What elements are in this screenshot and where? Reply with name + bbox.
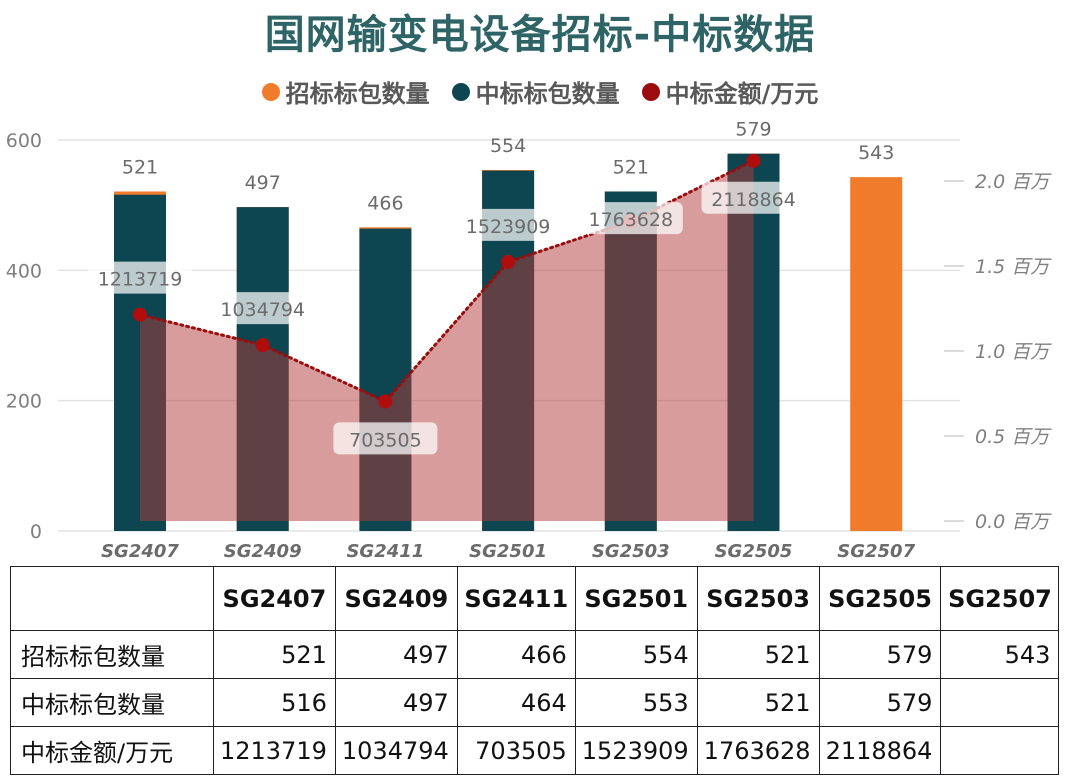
legend-dot-amount	[641, 82, 660, 101]
combo-chart: 0 200 400 600 0.0 百万 0.5 百万 1.0 百万 1.5 百万 2.0 百万…	[6, 119, 1053, 562]
table-cell: 521	[213, 630, 336, 679]
x-tick-label: SG2501	[469, 541, 547, 562]
table-cell: 497	[334, 678, 458, 727]
amount-data-label: 1523909	[466, 216, 551, 238]
amount-label-box	[578, 202, 683, 235]
table-row: 中标金额/万元 1213719 1034794 703505 1523909 1…	[10, 726, 1060, 775]
table-cell: 703505	[456, 726, 576, 775]
bar-data-label: 521	[122, 156, 158, 178]
table-row: 招标标包数量 521 497 466 554 521 579 543	[10, 630, 1060, 679]
bar-data-label: 543	[858, 142, 894, 164]
table-cell: 466	[456, 630, 576, 679]
legend-label-tender: 招标标包数量	[285, 80, 430, 108]
y-left-tick-label: 0	[30, 521, 42, 543]
amount-point	[501, 254, 516, 269]
amount-area	[140, 160, 754, 521]
y-right-tick-label: 1.0 百万	[975, 341, 1052, 363]
table-header-cell: SG2407	[213, 566, 336, 631]
table-cell: 2118864	[818, 726, 942, 775]
table-cell: 516	[213, 678, 336, 727]
table-header-cell: SG2409	[334, 566, 458, 631]
bar-tender	[850, 177, 903, 531]
x-tick-label: SG2505	[715, 541, 793, 562]
legend-item-awarded: 中标标包数量	[451, 74, 620, 109]
table-header-cell: SG2411	[456, 566, 576, 631]
table-header-corner	[10, 566, 214, 631]
x-tick-label: SG2507	[837, 541, 915, 562]
y-right-tick-label: 2.0 百万	[975, 171, 1052, 193]
x-tick-label: SG2409	[224, 541, 302, 562]
data-table: SG2407 SG2409 SG2411 SG2501 SG2503 SG250…	[10, 566, 1060, 775]
legend-item-amount: 中标金额/万元	[641, 74, 819, 109]
amount-label-box	[701, 181, 806, 214]
y-left-tick-label: 200	[6, 391, 42, 413]
amount-label-box	[88, 261, 192, 294]
table-cell: 553	[574, 678, 698, 727]
amount-point	[746, 153, 761, 168]
y-left-tick-label: 400	[6, 260, 42, 282]
x-tick-label: SG2407	[101, 541, 179, 562]
amount-label-box	[333, 422, 438, 455]
chart-title: 国网输变电设备招标-中标数据	[264, 12, 816, 58]
table-row-label: 中标标包数量	[10, 678, 214, 727]
amount-data-label: 2118864	[711, 189, 796, 211]
table-header-cell: SG2507	[940, 566, 1060, 631]
legend-dot-awarded	[451, 82, 470, 101]
table-cell: 543	[940, 630, 1060, 679]
table-cell: 464	[456, 678, 576, 727]
amount-label-box	[456, 208, 561, 241]
table-header-row: SG2407 SG2409 SG2411 SG2501 SG2503 SG250…	[10, 566, 1060, 631]
legend-item-tender: 招标标包数量	[261, 74, 430, 109]
bar-data-label: 497	[245, 172, 281, 194]
y-right-tick-label: 0.0 百万	[975, 511, 1052, 533]
table-cell: 579	[818, 678, 942, 727]
table-header-cell: SG2505	[818, 566, 942, 631]
table-cell: 521	[696, 678, 820, 727]
x-tick-label: SG2503	[592, 541, 670, 562]
table-cell: 1034794	[334, 726, 458, 775]
y-right-tick-label: 1.5 百万	[975, 256, 1052, 278]
table-row-label: 中标金额/万元	[10, 726, 214, 775]
y-left-tick-label: 600	[6, 130, 42, 152]
bar-data-label: 521	[613, 156, 649, 178]
legend-label-awarded: 中标标包数量	[475, 80, 620, 108]
table-cell: 1213719	[213, 726, 336, 775]
table-cell: 1523909	[574, 726, 698, 775]
amount-label-box	[210, 292, 315, 325]
bar-data-label: 554	[490, 135, 526, 157]
table-header-cell: SG2503	[696, 566, 820, 631]
table-header-cell: SG2501	[574, 566, 698, 631]
bar-data-label: 579	[735, 119, 771, 141]
amount-point	[378, 394, 393, 409]
table-cell	[940, 678, 1060, 727]
legend: 招标标包数量 中标标包数量 中标金额/万元	[0, 74, 1080, 109]
y-right-tick-label: 0.5 百万	[975, 426, 1052, 448]
table-cell	[940, 726, 1060, 775]
amount-data-label: 1213719	[98, 269, 183, 291]
amount-point	[255, 338, 270, 353]
table-cell: 579	[818, 630, 942, 679]
amount-data-label: 1034794	[220, 299, 305, 321]
table-cell: 497	[334, 630, 458, 679]
legend-dot-tender	[261, 82, 280, 101]
table-cell: 521	[696, 630, 820, 679]
amount-point	[133, 307, 147, 322]
table-row-label: 招标标包数量	[10, 630, 214, 679]
x-tick-label: SG2411	[346, 541, 424, 562]
table-cell: 554	[574, 630, 698, 679]
amount-data-label: 1763628	[588, 209, 673, 231]
legend-label-amount: 中标金额/万元	[665, 80, 819, 108]
amount-data-label: 703505	[349, 429, 422, 451]
table-row: 中标标包数量 516 497 464 553 521 579	[10, 678, 1060, 727]
table-cell: 1763628	[696, 726, 820, 775]
bar-data-label: 466	[367, 192, 403, 214]
